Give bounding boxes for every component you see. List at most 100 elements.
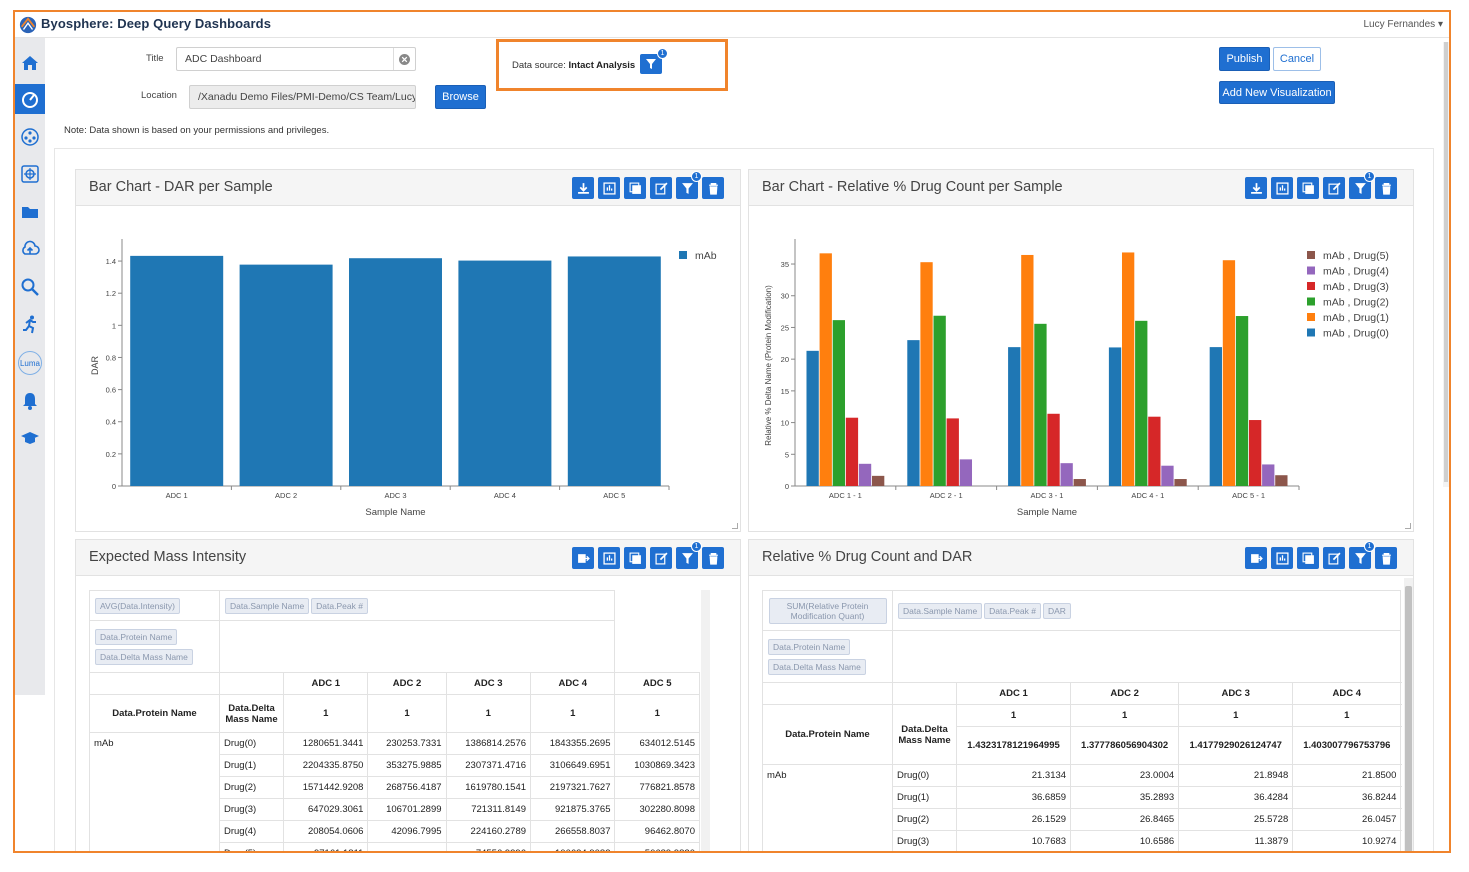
edit-button[interactable] [1323, 177, 1345, 199]
explore-button[interactable] [598, 177, 620, 199]
filter-button[interactable]: 1 [1349, 541, 1375, 569]
edit-button[interactable] [1323, 547, 1345, 569]
filter-button[interactable]: 1 [676, 541, 702, 569]
home-icon [22, 56, 38, 70]
filter-button[interactable]: 1 [676, 171, 702, 199]
table-scrollbar-thumb[interactable] [1405, 586, 1412, 851]
drug-count-bar-chart[interactable]: 0 5 10 15 20 25 30 35 ADC 1 - 1 ADC 2 - 1 ADC 3 - … [749, 207, 1414, 529]
sidebar-item-workflows[interactable] [15, 309, 45, 339]
sidebar-item-files[interactable] [15, 197, 45, 227]
table-scrollbar[interactable] [701, 590, 710, 851]
clear-title-button[interactable] [393, 48, 415, 70]
row-label: Drug(1) [219, 754, 284, 777]
row-chip[interactable]: Data.Protein Name [95, 628, 178, 645]
column-subheader: 1 [282, 694, 369, 733]
edit-button[interactable] [650, 177, 672, 199]
delete-button[interactable] [702, 547, 724, 569]
dar-header: 1.4323178121964995 [955, 726, 1072, 765]
panel-relative-drug-dar: Relative % Drug Count and DAR 1 SUM(Rela… [748, 539, 1414, 851]
bar [1135, 320, 1148, 486]
filter-badge: 1 [1364, 171, 1375, 182]
column-header: ADC 1 [282, 672, 369, 695]
empty-cell [89, 672, 220, 695]
cloud-upload-icon [22, 240, 40, 255]
table-cell: 74556.9396 [445, 842, 532, 851]
table-cell: 353275.9885 [367, 754, 447, 777]
delete-button[interactable] [1375, 177, 1397, 199]
y-tick-label: 10 [781, 419, 789, 428]
delete-button[interactable] [702, 177, 724, 199]
value-chip[interactable]: AVG(Data.Intensity) [95, 597, 180, 614]
duplicate-button[interactable] [1297, 177, 1319, 199]
explore-button[interactable] [1271, 547, 1293, 569]
user-menu[interactable]: Lucy Fernandes ▾ [1363, 19, 1443, 30]
edit-icon [1327, 181, 1341, 195]
publish-button[interactable]: Publish [1219, 47, 1270, 71]
table-cell [367, 842, 447, 851]
table-scrollbar[interactable] [1404, 578, 1413, 851]
filter-button[interactable]: 1 [1349, 171, 1375, 199]
sidebar-item-learning[interactable] [15, 423, 45, 453]
download-button[interactable] [1245, 177, 1267, 199]
filter-icon [1354, 182, 1366, 194]
table-cell: 1280651.3441 [282, 732, 369, 755]
column-chip[interactable]: Data.Peak # [984, 602, 1041, 619]
bell-icon [23, 393, 37, 410]
edit-button[interactable] [650, 547, 672, 569]
sidebar-item-home[interactable] [15, 48, 45, 78]
export-button[interactable] [572, 547, 594, 569]
resize-handle[interactable] [732, 523, 738, 529]
app-logo-icon [19, 16, 37, 34]
y-tick-label: 35 [781, 260, 789, 269]
table-cell: 3106649.6951 [530, 754, 616, 777]
table-cell: 10.9274 [1292, 830, 1402, 851]
sidebar-item-luma[interactable]: Luma [15, 348, 45, 378]
table-cell: 268756.4187 [367, 776, 447, 799]
y-tick-label: 20 [781, 355, 789, 364]
row-chip[interactable]: Data.Delta Mass Name [95, 648, 193, 665]
duplicate-button[interactable] [624, 177, 646, 199]
panel-title: Bar Chart - DAR per Sample [89, 179, 273, 195]
sidebar-item-notifications[interactable] [15, 386, 45, 416]
row-chip-cell: Data.Protein Name Data.Delta Mass Name [89, 620, 220, 673]
download-button[interactable] [572, 177, 594, 199]
x-tick-label: ADC 3 - 1 [1031, 491, 1064, 500]
resize-handle[interactable] [1405, 523, 1411, 529]
row-label: Drug(2) [892, 808, 957, 831]
column-chip[interactable]: Data.Sample Name [225, 597, 310, 614]
row-chip[interactable]: Data.Delta Mass Name [768, 658, 866, 675]
page-scrollbar[interactable] [1443, 42, 1449, 487]
data-source-box: Data source: Intact Analysis 1 [496, 39, 728, 91]
duplicate-button[interactable] [624, 547, 646, 569]
location-input[interactable]: /Xanadu Demo Files/PMI-Demo/CS Team/Lucy [189, 85, 416, 109]
sidebar-item-network[interactable] [15, 122, 45, 152]
column-chip[interactable]: DAR [1042, 602, 1071, 619]
sidebar-item-search[interactable] [15, 272, 45, 302]
sidebar-item-molecule[interactable] [15, 159, 45, 189]
panel-drug-chart: Bar Chart - Relative % Drug Count per Sa… [748, 169, 1414, 532]
column-chip[interactable]: Data.Peak # [311, 597, 368, 614]
row-chip[interactable]: Data.Protein Name [768, 638, 851, 655]
cancel-button[interactable]: Cancel [1273, 47, 1321, 71]
add-new-visualization-button[interactable]: Add New Visualization [1219, 81, 1335, 104]
data-source-filter-button[interactable]: 1 [640, 48, 668, 74]
dar-bar-chart[interactable]: 0 0.2 0.4 0.6 0.8 1 1.2 1.4 ADC 1 ADC 2 ADC 3 ADC 4… [76, 207, 741, 529]
table-cell: 634012.5145 [614, 732, 700, 755]
explore-button[interactable] [598, 547, 620, 569]
duplicate-button[interactable] [1297, 547, 1319, 569]
browse-button[interactable]: Browse [435, 85, 486, 109]
sidebar-item-upload[interactable] [15, 234, 45, 264]
export-button[interactable] [1245, 547, 1267, 569]
value-chip[interactable]: SUM(Relative Protein Modification Quant) [768, 597, 887, 624]
table-cell: 23.0004 [1070, 764, 1180, 787]
title-input[interactable]: ADC Dashboard [176, 47, 416, 71]
clear-icon [399, 53, 410, 65]
delete-button[interactable] [1375, 547, 1397, 569]
page-scrollbar-thumb[interactable] [1444, 42, 1448, 482]
column-chip[interactable]: Data.Sample Name [898, 602, 983, 619]
x-tick-label: ADC 1 - 1 [829, 491, 862, 500]
explore-button[interactable] [1271, 177, 1293, 199]
sidebar-item-dashboards[interactable] [15, 84, 45, 114]
bar [1034, 323, 1047, 486]
legend-label: mAb , Drug(5) [1323, 250, 1389, 262]
